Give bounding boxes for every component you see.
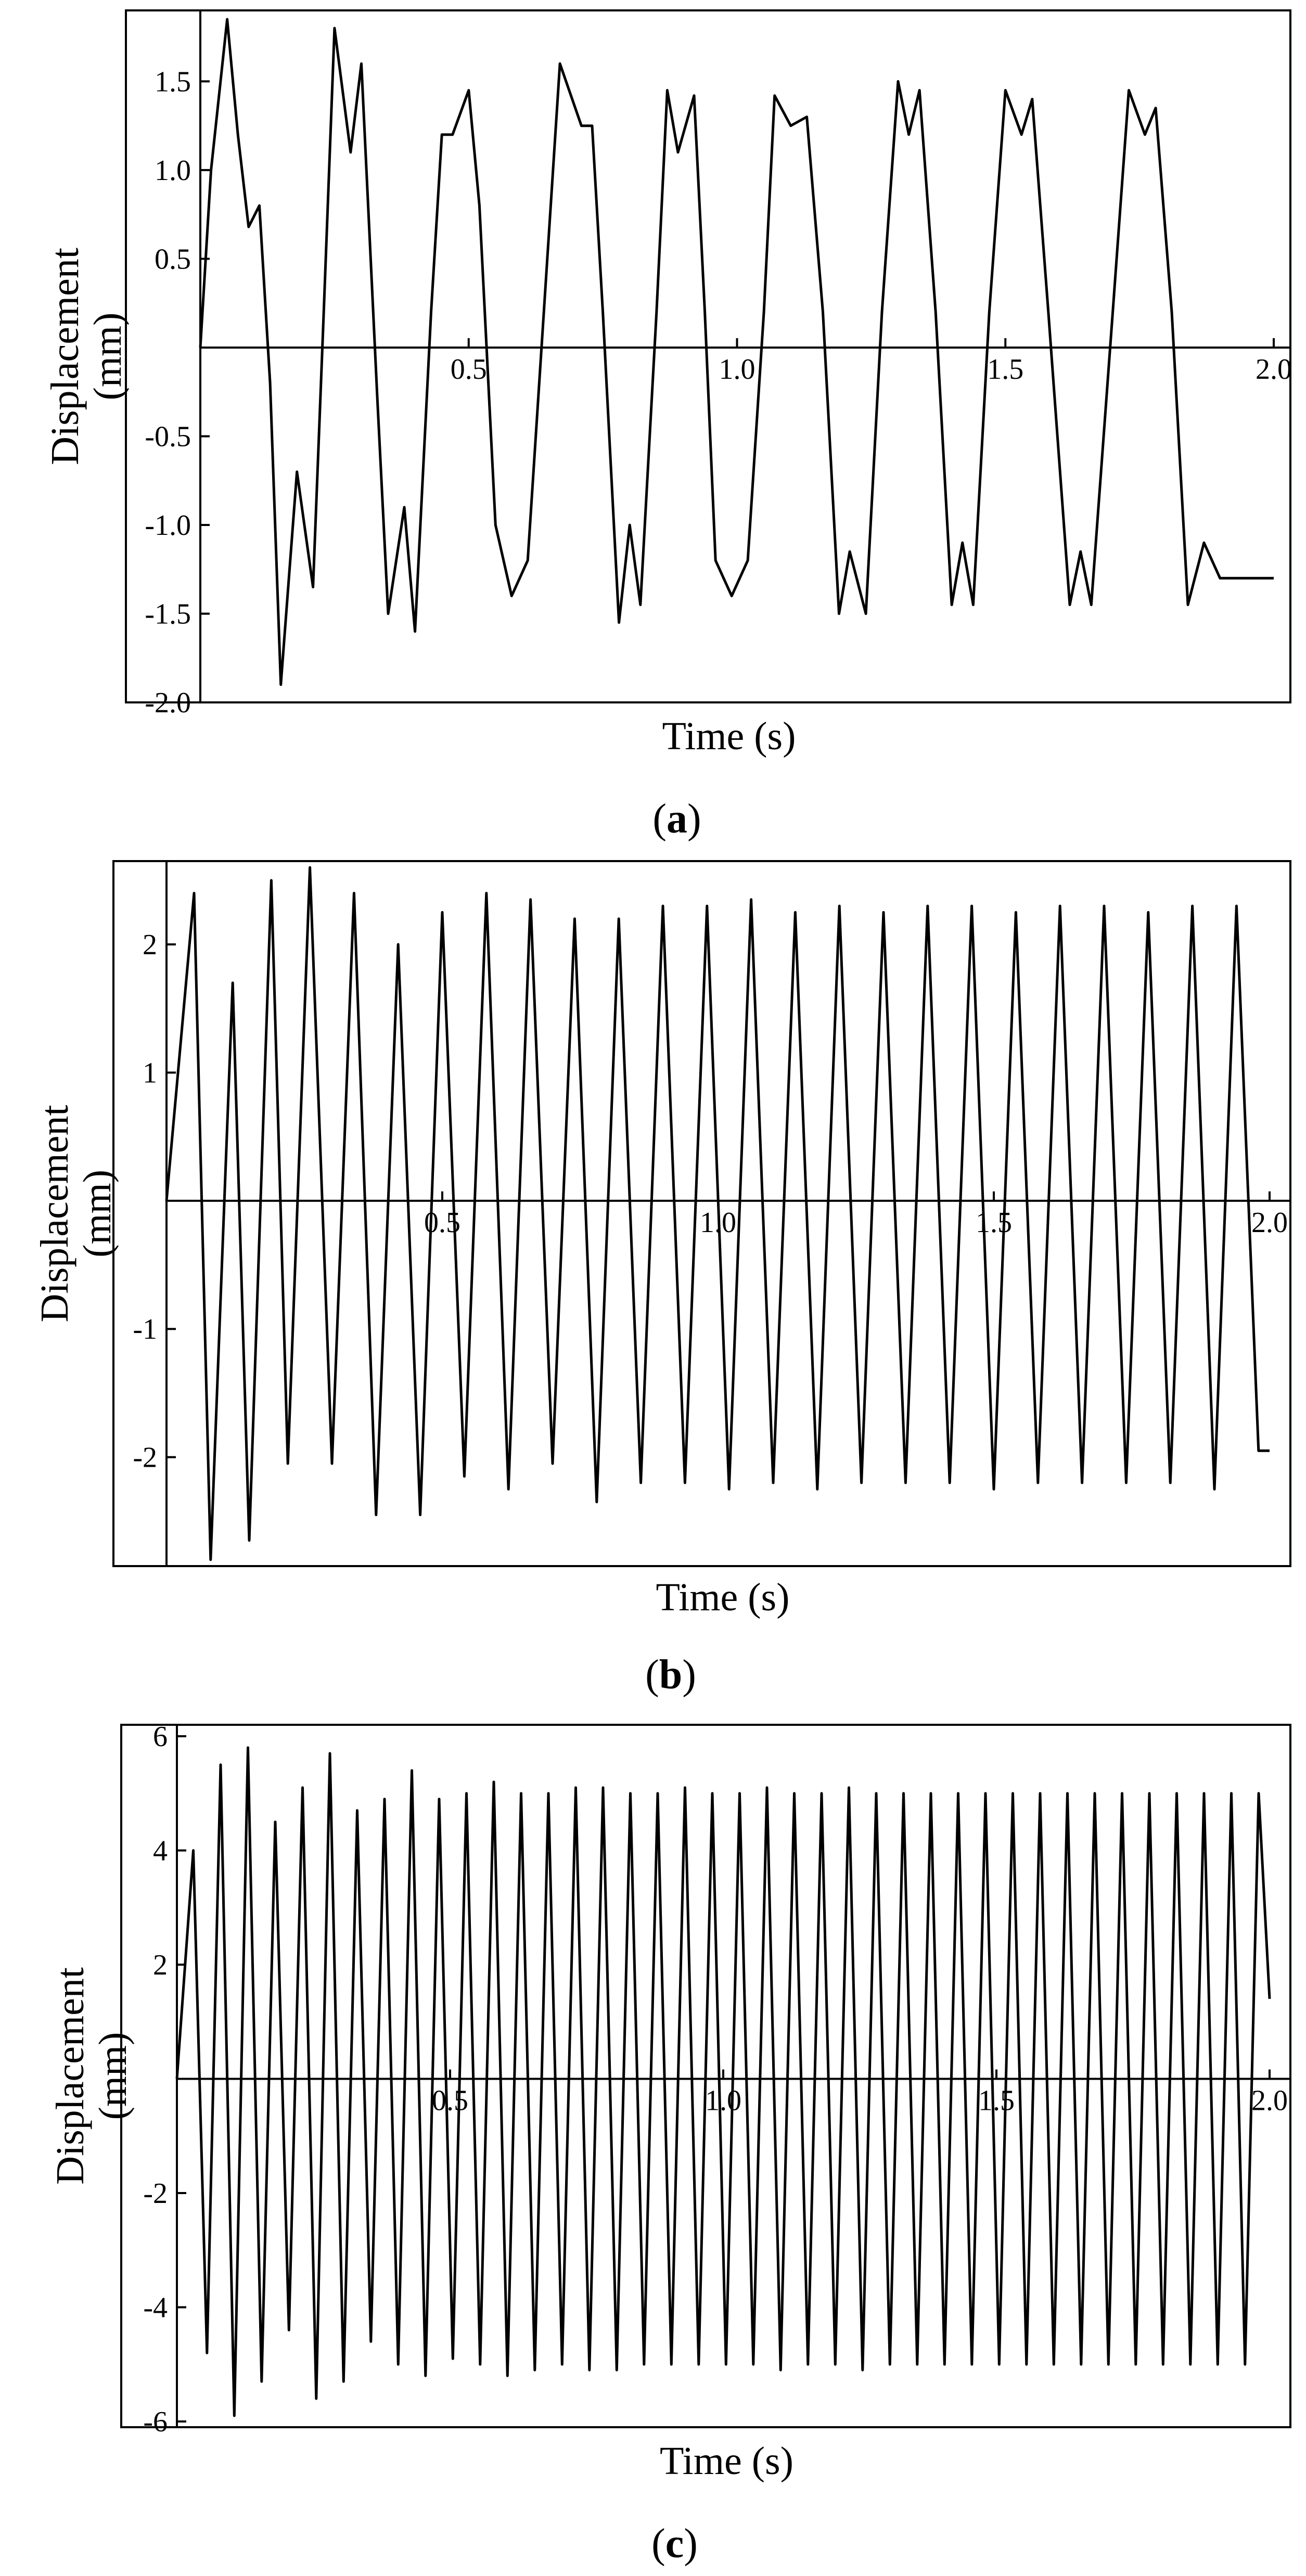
panel-letter: a: [667, 796, 687, 842]
y-tick-label: 1: [143, 1057, 157, 1090]
panel-letter: c: [665, 2521, 684, 2567]
y-tick-label: -2: [133, 1442, 157, 1474]
y-tick-label: -1.0: [145, 509, 191, 542]
series-line: [199, 18, 1274, 686]
panel-caption: (a): [652, 796, 701, 842]
y-axis-title-line: (mm): [91, 2032, 135, 2120]
y-tick-label: 4: [153, 1835, 168, 1867]
x-tick-label: 2.0: [1251, 1207, 1288, 1239]
x-tick-label: 1.0: [705, 2084, 741, 2117]
series-line: [165, 866, 1270, 1561]
y-axis-title-line: (mm): [75, 1170, 119, 1258]
y-tick-label: -4: [143, 2292, 168, 2324]
x-tick-label: 2.0: [1251, 2084, 1288, 2117]
plot-frame: [112, 860, 1291, 1567]
y-tick-label: -2.0: [145, 687, 191, 719]
x-tick-label: 1.5: [978, 2084, 1015, 2117]
y-tick-label: 2: [153, 1949, 168, 1981]
x-tick-label: 0.5: [432, 2084, 468, 2117]
y-tick-label: 1.0: [155, 155, 191, 187]
y-tick-label: -6: [143, 2406, 168, 2438]
panel-caption: (b): [645, 1652, 696, 1698]
x-tick-label: 0.5: [451, 353, 487, 386]
y-axis-title: Displacement(mm): [43, 248, 130, 465]
x-axis-title: Time (s): [656, 1575, 790, 1619]
plot-frame: [120, 1724, 1291, 2428]
x-axis-title: Time (s): [660, 2439, 793, 2483]
x-tick-label: 2.0: [1256, 353, 1292, 386]
plot-frame: [125, 9, 1291, 703]
y-axis-title-line: Displacement: [43, 248, 87, 465]
y-tick-label: 6: [153, 1721, 168, 1753]
x-tick-label: 1.5: [987, 353, 1023, 386]
panel-letter: b: [659, 1652, 683, 1698]
panel-a: 0.5 1.0 1.5 2.0 -2.0 -1.5 -1.0 -0.5 0.5 1.0 1.5 Tim…: [43, 9, 1292, 842]
y-axis-title-line: (mm): [86, 313, 130, 401]
x-axis-title: Time (s): [662, 714, 796, 758]
panel-c: 0.5 1.0 1.5 2.0 -6 -4 -2 2 4 6 Time (s) Displacemen…: [48, 1721, 1291, 2567]
y-tick-label: -0.5: [145, 420, 191, 453]
y-axis-title: Displacement(mm): [33, 1105, 119, 1323]
y-tick-label: -1: [133, 1313, 157, 1345]
y-tick-label: 0.5: [155, 243, 191, 275]
y-tick-label: -2: [143, 2177, 168, 2210]
y-tick-label: 2: [143, 929, 157, 961]
panel-caption: (c): [651, 2521, 698, 2567]
x-tick-label: 1.0: [719, 353, 756, 386]
y-axis-title-line: Displacement: [33, 1105, 76, 1323]
y-tick-label: 1.5: [155, 66, 191, 98]
x-tick-label: 1.5: [976, 1207, 1012, 1239]
y-tick-label: -1.5: [145, 598, 191, 630]
y-axis-title: Displacement(mm): [48, 1967, 135, 2185]
y-axis-title-line: Displacement: [48, 1967, 92, 2185]
series-line: [175, 1746, 1271, 2417]
